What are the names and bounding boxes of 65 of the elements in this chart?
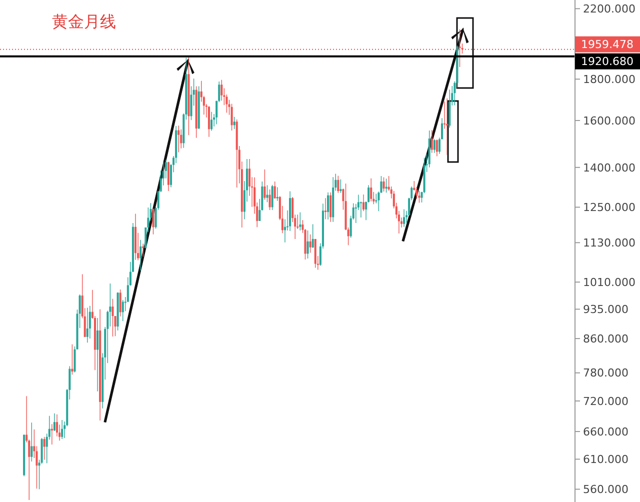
- candlestick: [312, 224, 314, 248]
- candlestick: [96, 318, 99, 392]
- candlestick: [50, 424, 53, 445]
- y-tick-label: 560.000: [583, 483, 628, 496]
- candlestick: [43, 436, 46, 460]
- candlestick: [324, 198, 327, 220]
- y-tick-label: 720.000: [583, 394, 628, 408]
- candlestick: [337, 175, 340, 194]
- y-tick-label: 1800.000: [583, 73, 636, 86]
- candlestick: [178, 125, 180, 153]
- candlestick: [30, 422, 33, 462]
- candlestick: [306, 230, 309, 259]
- candlestick: [382, 176, 385, 192]
- candlestick: [266, 184, 268, 203]
- candlestick: [362, 194, 365, 212]
- candlestick: [210, 111, 213, 132]
- candlestick: [208, 106, 210, 138]
- candlestick: [430, 130, 433, 154]
- y-tick-label: 780.000: [583, 366, 628, 380]
- y-tick-label: 1130.000: [583, 236, 636, 250]
- candlestick: [327, 192, 330, 220]
- ref-line-label: 1920.680: [581, 55, 634, 68]
- y-tick-label: 1010.000: [583, 276, 636, 289]
- candlestick: [448, 89, 451, 128]
- ref-line-label: 1959.478: [581, 38, 634, 52]
- candlestick: [119, 289, 122, 317]
- candlestick: [340, 179, 342, 194]
- y-tick-label: 1250.000: [583, 201, 636, 214]
- text: 黄金月线: [52, 12, 116, 31]
- candlestick: [230, 103, 233, 131]
- y-tick-label: 1600.000: [583, 114, 636, 128]
- candlestick: [140, 240, 142, 271]
- candlestick: [122, 300, 124, 322]
- candlestick: [233, 116, 236, 130]
- y-tick-label: 860.000: [583, 332, 628, 346]
- y-tick-label: 935.000: [583, 303, 628, 316]
- candlestick: [309, 234, 312, 254]
- candlestick: [264, 169, 266, 200]
- candlestick: [299, 212, 302, 231]
- candlestick: [274, 181, 276, 199]
- candlestick: [53, 413, 56, 432]
- y-tick-label: 1400.000: [583, 161, 636, 174]
- candlestick: [142, 243, 144, 257]
- candlestick: [268, 189, 271, 210]
- candlestick: [180, 129, 182, 149]
- y-tick-label: 660.000: [583, 425, 628, 438]
- candlestick: [276, 186, 278, 202]
- candlestick: [271, 184, 274, 210]
- candlestick: [88, 305, 91, 339]
- candlestick: [112, 298, 114, 337]
- candlestick: [152, 208, 154, 235]
- candlestick: [220, 80, 223, 102]
- candlestick: [330, 192, 332, 222]
- candlestick: [436, 139, 438, 157]
- candlestick: [433, 138, 436, 154]
- candlestick: [167, 161, 170, 192]
- candlestick: [403, 208, 406, 228]
- candlestick: [56, 414, 58, 437]
- candlestick: [71, 344, 74, 376]
- y-tick-label: 610.000: [583, 453, 628, 466]
- candlestick: [61, 420, 64, 440]
- y-tick-label: 2200.000: [583, 2, 636, 16]
- candlestick: [418, 190, 420, 204]
- candlestick: [370, 178, 372, 202]
- candlestick: [86, 307, 88, 344]
